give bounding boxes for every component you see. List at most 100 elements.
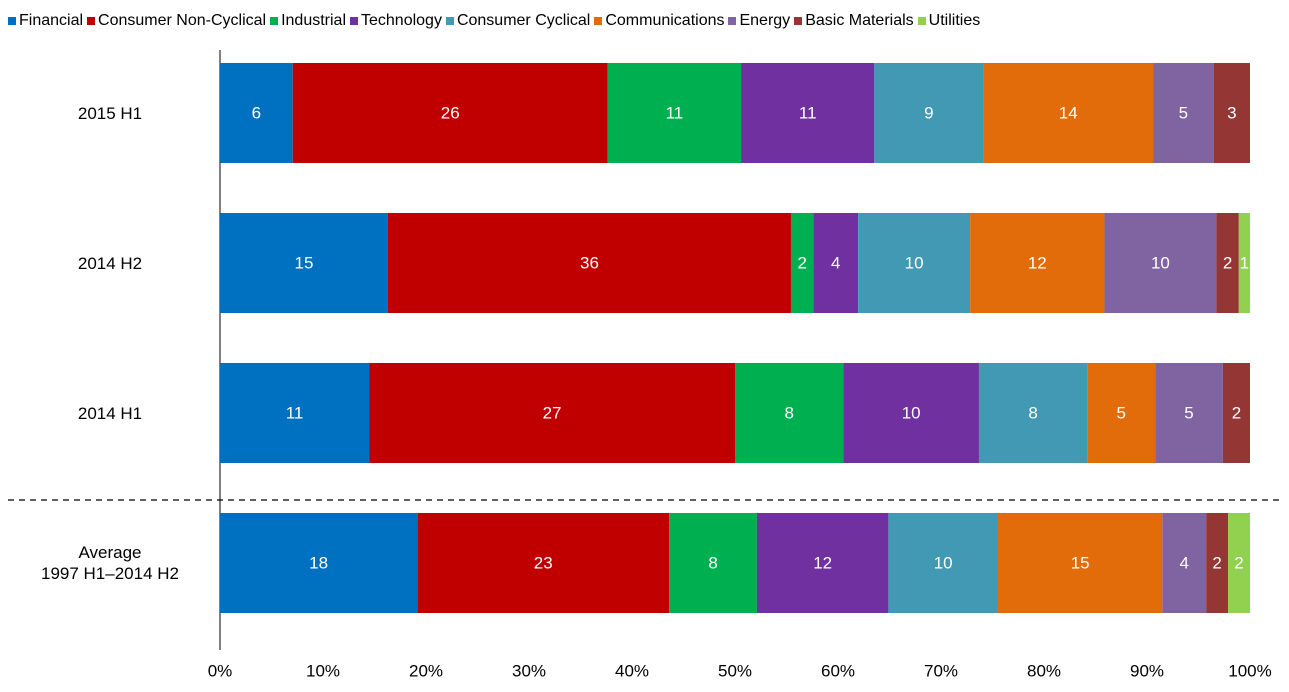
x-tick-label: 40%: [615, 661, 649, 680]
bar-segment: [1104, 213, 1217, 313]
legend-label: Technology: [361, 12, 442, 29]
data-label: 10: [934, 553, 953, 572]
bar-segment: [1228, 513, 1250, 613]
data-label: 2: [1212, 553, 1221, 572]
data-label: 10: [905, 253, 924, 272]
x-tick-label: 50%: [718, 661, 752, 680]
data-label: 4: [831, 253, 840, 272]
legend-item: Utilities: [917, 12, 980, 30]
data-label: 10: [1151, 253, 1170, 272]
bar-segment: [369, 363, 735, 463]
bar-segment: [387, 213, 791, 313]
data-label: 2: [1223, 253, 1232, 272]
data-label: 2: [1234, 553, 1243, 572]
legend-item: Technology: [350, 12, 442, 30]
legend-item: Energy: [728, 12, 790, 30]
data-label: 9: [924, 103, 933, 122]
bar-segment: [978, 363, 1088, 463]
data-label: 8: [1028, 403, 1037, 422]
legend-label: Consumer Cyclical: [456, 12, 591, 29]
legend-label: Communications: [605, 12, 725, 29]
data-label: 27: [543, 403, 562, 422]
bar-segment: [1216, 213, 1239, 313]
legend-swatch: [594, 17, 603, 25]
data-label: 5: [1184, 403, 1193, 422]
bar-segment: [669, 513, 757, 613]
bar-segment: [843, 363, 979, 463]
data-label: 15: [295, 253, 314, 272]
x-tick-label: 10%: [306, 661, 340, 680]
legend-swatch: [445, 17, 454, 25]
bar-segment: [607, 63, 742, 163]
bar-segment: [735, 363, 844, 463]
data-label: 12: [813, 553, 832, 572]
data-label: 5: [1117, 403, 1126, 422]
data-label: 14: [1059, 103, 1078, 122]
data-label: 2: [1232, 403, 1241, 422]
bar-segment: [417, 513, 670, 613]
legend-label: Financial: [19, 12, 84, 29]
bar-segment: [1206, 513, 1229, 613]
legend-item: Basic Materials: [794, 12, 914, 30]
bar-segment: [1162, 513, 1207, 613]
bar-segment: [1222, 363, 1250, 463]
data-label: 4: [1180, 553, 1189, 572]
x-tick-label: 30%: [512, 661, 546, 680]
bar-segment: [874, 63, 984, 163]
bar-segment: [790, 213, 814, 313]
legend-label: Industrial: [281, 12, 346, 29]
data-label: 11: [286, 403, 304, 422]
y-tick-label: 2015 H1: [77, 103, 143, 123]
data-label: 23: [534, 553, 553, 572]
legend-swatch: [270, 17, 279, 25]
bar-segment: [220, 213, 388, 313]
legend: Financial Consumer Non-Cyclical Industrial…: [8, 12, 980, 30]
y-tick-label: Average 1997 H1–2014 H2: [40, 543, 179, 583]
x-tick-label: 100%: [1228, 661, 1271, 680]
legend-item: Consumer Non-Cyclical: [87, 12, 266, 30]
data-label: 5: [1179, 103, 1188, 122]
data-label: 8: [708, 553, 717, 572]
data-label: 12: [1028, 253, 1047, 272]
data-label: 2: [797, 253, 806, 272]
bar-segment: [756, 513, 889, 613]
bar-segment: [220, 363, 370, 463]
x-tick-label: 60%: [821, 661, 855, 680]
y-tick-label: 2014 H1: [77, 403, 143, 423]
x-tick-label: 0%: [208, 661, 233, 680]
legend-item: Communications: [594, 12, 724, 30]
data-label: 11: [666, 103, 684, 122]
data-label: 26: [441, 103, 460, 122]
bar-segment: [970, 213, 1105, 313]
legend-swatch: [8, 17, 16, 25]
bar-segment: [1155, 363, 1223, 463]
bar-segment: [813, 213, 859, 313]
data-label: 18: [309, 553, 328, 572]
bar-segment: [1087, 363, 1156, 463]
bar-segment: [1213, 63, 1250, 163]
legend-label: Consumer Non-Cyclical: [98, 12, 267, 29]
bar-segment: [983, 63, 1154, 163]
legend-label: Energy: [739, 12, 791, 29]
x-tick-label: 20%: [409, 661, 443, 680]
bar-segment: [220, 513, 418, 613]
data-label: 11: [799, 103, 817, 122]
bar-segment: [741, 63, 875, 163]
y-tick-label: 2014 H2: [77, 253, 143, 273]
data-label: 36: [580, 253, 599, 272]
bar-segment: [220, 63, 293, 163]
x-tick-label: 70%: [924, 661, 958, 680]
legend-swatch: [350, 17, 358, 25]
data-label: 6: [252, 103, 261, 122]
data-label: 8: [784, 403, 793, 422]
legend-item: Industrial: [270, 12, 346, 30]
bar-segment: [1153, 63, 1214, 163]
legend-swatch: [917, 17, 926, 25]
bar-segment: [888, 513, 998, 613]
legend-item: Financial: [8, 12, 83, 30]
legend-swatch: [794, 17, 803, 25]
legend-item: Consumer Cyclical: [445, 12, 591, 30]
bar-segment: [858, 213, 971, 313]
